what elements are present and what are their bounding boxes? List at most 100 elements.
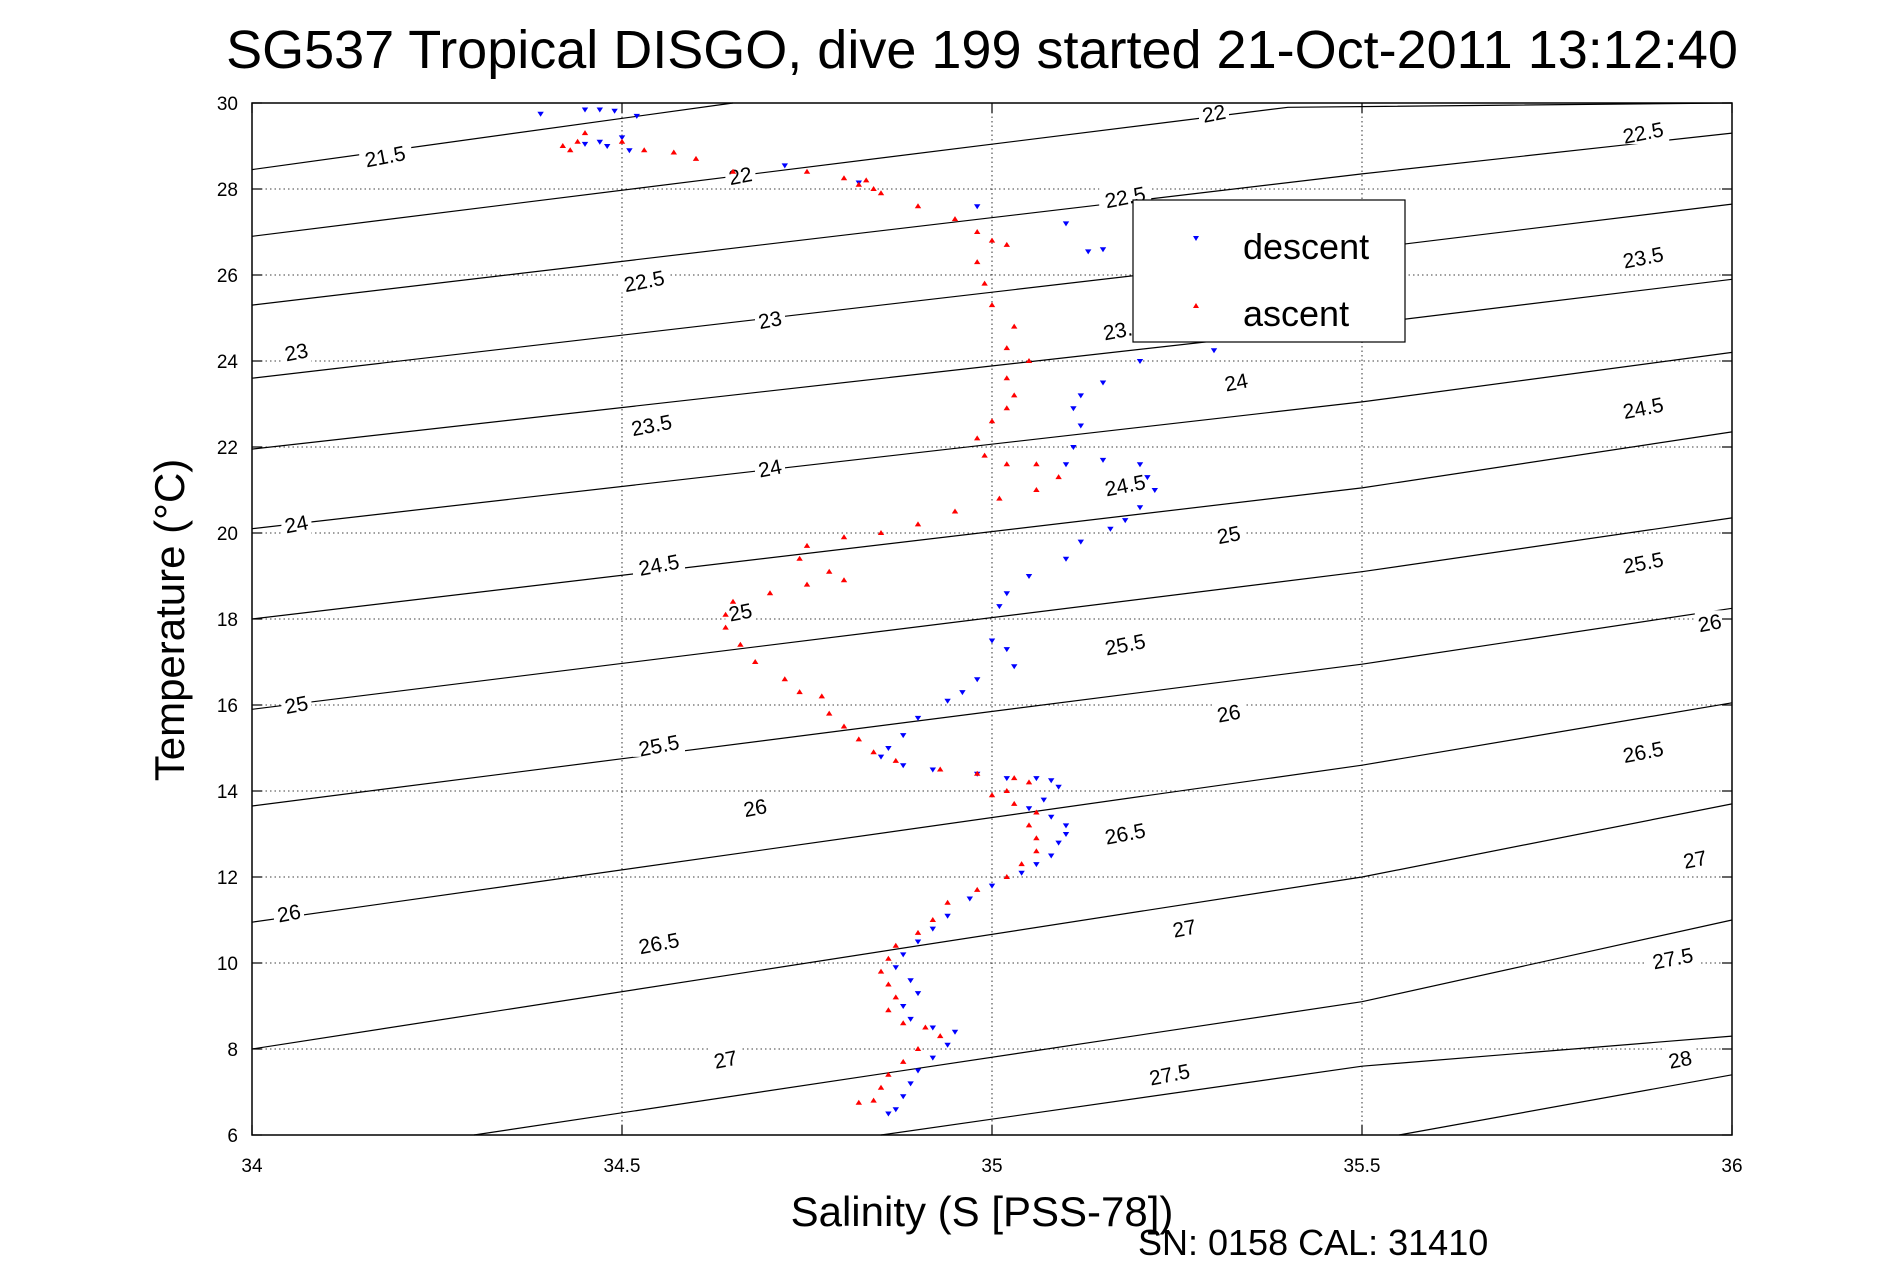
contour-label: 27 bbox=[712, 1047, 739, 1074]
data-point-descent bbox=[581, 107, 589, 113]
data-point-descent bbox=[914, 715, 922, 721]
data-point-descent bbox=[1003, 776, 1010, 782]
data-point-descent bbox=[1040, 797, 1047, 803]
y-tick-label: 18 bbox=[217, 610, 238, 631]
data-point-ascent bbox=[737, 641, 744, 647]
data-point-ascent bbox=[996, 495, 1003, 501]
contour-label: 24 bbox=[1223, 369, 1251, 396]
data-point-ascent bbox=[885, 1071, 892, 1077]
data-series bbox=[537, 107, 1218, 1117]
data-point-descent bbox=[944, 698, 951, 704]
data-point-descent bbox=[885, 1111, 892, 1117]
data-point-ascent bbox=[937, 1033, 944, 1039]
data-point-descent bbox=[604, 144, 611, 149]
y-axis-label: Temperature (°C) bbox=[146, 459, 193, 782]
data-point-descent bbox=[966, 896, 973, 902]
legend-descent-marker bbox=[1193, 236, 1199, 241]
density-contour-line bbox=[251, 102, 1733, 237]
data-point-ascent bbox=[877, 530, 885, 535]
legend: descent ascent bbox=[1132, 199, 1406, 343]
data-point-descent bbox=[892, 1107, 899, 1113]
contour-label-background bbox=[1617, 395, 1670, 420]
data-point-descent bbox=[1062, 221, 1070, 227]
data-point-ascent bbox=[951, 216, 959, 222]
contour-label: 22 bbox=[1200, 101, 1227, 128]
contour-label: 28 bbox=[1667, 1047, 1694, 1074]
data-point-descent bbox=[892, 965, 899, 971]
x-tick-label: 36 bbox=[1721, 1156, 1742, 1177]
data-point-ascent bbox=[877, 190, 885, 196]
data-point-ascent bbox=[855, 181, 862, 187]
series-ascent bbox=[559, 130, 1062, 1105]
data-point-descent bbox=[618, 135, 626, 141]
data-point-ascent bbox=[914, 203, 922, 209]
data-point-descent bbox=[1003, 647, 1010, 653]
data-point-ascent bbox=[900, 1020, 907, 1026]
x-axis-ticks: 34 34.5 35 35.5 36 bbox=[241, 103, 1743, 1177]
data-point-descent bbox=[1025, 806, 1033, 812]
serial-calibration-footer: SN: 0158 CAL: 31410 bbox=[1138, 1222, 1488, 1262]
density-contour-line bbox=[1398, 1074, 1733, 1136]
data-point-ascent bbox=[1011, 800, 1018, 806]
data-point-ascent bbox=[922, 1024, 929, 1030]
data-point-ascent bbox=[1011, 392, 1018, 398]
data-point-ascent bbox=[1003, 874, 1010, 879]
data-point-ascent bbox=[670, 149, 677, 155]
contour-label: 25 bbox=[1215, 522, 1242, 549]
data-point-descent bbox=[611, 108, 618, 114]
data-point-descent bbox=[885, 746, 892, 751]
data-point-ascent bbox=[729, 598, 737, 604]
contour-label-background bbox=[1213, 522, 1244, 547]
data-point-descent bbox=[907, 1016, 914, 1022]
contour-label: 24 bbox=[756, 455, 784, 482]
contour-label-background bbox=[633, 732, 685, 757]
data-point-ascent bbox=[988, 302, 996, 308]
y-tick-label: 6 bbox=[227, 1126, 238, 1147]
data-point-ascent bbox=[1033, 487, 1040, 492]
contour-label-background bbox=[1617, 244, 1670, 269]
data-point-descent bbox=[1122, 518, 1129, 524]
data-point-ascent bbox=[574, 138, 581, 144]
y-tick-label: 14 bbox=[217, 782, 239, 803]
data-point-descent bbox=[1085, 249, 1092, 255]
data-point-ascent bbox=[722, 611, 729, 617]
contour-label-background bbox=[1221, 369, 1252, 394]
contour-label-background bbox=[281, 692, 312, 716]
legend-ascent-label: ascent bbox=[1243, 293, 1349, 334]
density-contour-line bbox=[473, 919, 1733, 1136]
data-point-descent bbox=[914, 1068, 922, 1074]
data-point-ascent bbox=[855, 736, 862, 742]
data-point-descent bbox=[1055, 840, 1062, 846]
y-tick-label: 20 bbox=[217, 524, 238, 545]
data-point-ascent bbox=[892, 994, 899, 1000]
contour-label: 23. bbox=[1101, 317, 1134, 345]
data-point-descent bbox=[877, 754, 885, 760]
data-point-ascent bbox=[1025, 822, 1033, 828]
contour-label-background bbox=[274, 900, 304, 925]
data-point-descent bbox=[1048, 853, 1055, 859]
contour-label-background bbox=[281, 511, 312, 536]
legend-ascent-marker bbox=[1193, 303, 1199, 308]
contour-label: 22 bbox=[727, 163, 754, 190]
data-point-ascent bbox=[892, 942, 899, 948]
data-point-ascent bbox=[1011, 775, 1018, 781]
data-point-ascent bbox=[803, 168, 811, 174]
data-point-ascent bbox=[974, 435, 981, 441]
data-point-ascent bbox=[752, 659, 759, 664]
contour-label-background bbox=[740, 795, 771, 820]
data-point-ascent bbox=[692, 155, 700, 161]
data-point-descent bbox=[907, 1081, 914, 1087]
contour-label: 24 bbox=[283, 511, 311, 538]
data-point-descent bbox=[537, 111, 544, 117]
data-point-ascent bbox=[974, 229, 981, 234]
data-point-ascent bbox=[1011, 323, 1018, 329]
data-point-ascent bbox=[766, 590, 774, 596]
data-point-ascent bbox=[818, 693, 825, 699]
density-contour-line bbox=[251, 607, 1733, 807]
data-point-ascent bbox=[1003, 788, 1010, 793]
contour-label-background bbox=[1099, 472, 1152, 497]
data-point-ascent bbox=[870, 1097, 877, 1103]
data-point-ascent bbox=[1055, 474, 1062, 480]
y-tick-label: 10 bbox=[217, 954, 238, 975]
